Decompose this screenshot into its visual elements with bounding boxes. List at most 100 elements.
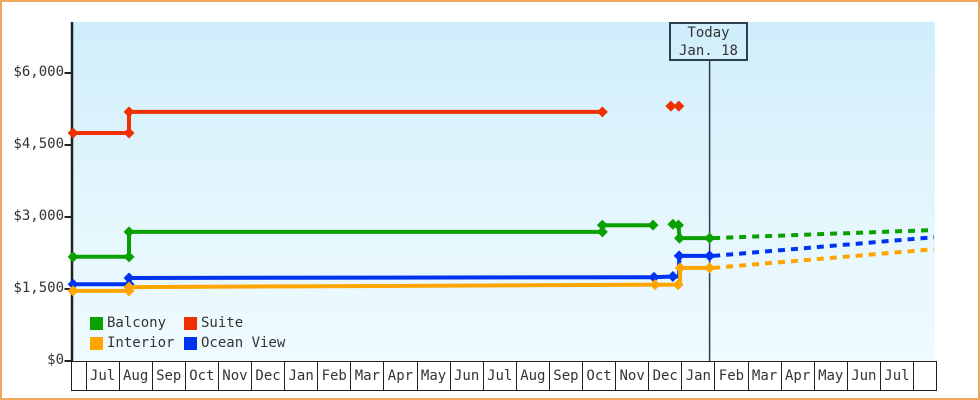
series-suite-marker <box>596 106 608 118</box>
series-balcony-line <box>73 223 653 259</box>
month-cell-0-jul: Jul <box>85 362 119 390</box>
series-balcony-marker <box>596 226 608 238</box>
y-axis-label: $3,000 <box>13 208 64 224</box>
month-label: Oct <box>189 368 215 384</box>
month-label: Mar <box>751 368 778 384</box>
month-label: Feb <box>321 368 347 384</box>
today-label: Today <box>687 24 730 41</box>
month-cell-pad <box>72 362 86 390</box>
month-axis: Jul Aug Sep Oct Nov Dec Jan Feb Mar Apr May Jun Jul A… <box>71 361 937 391</box>
month-cell-17-dec: Dec <box>648 362 681 390</box>
month-cell-1-aug: Aug <box>118 362 152 390</box>
month-label: Dec <box>652 368 678 384</box>
month-label: Jul <box>487 368 513 384</box>
today-date: Jan. 18 <box>678 42 738 59</box>
legend-label: Suite <box>201 315 244 331</box>
legend-swatch-ocean-view <box>184 336 197 350</box>
series-interior-marker <box>672 279 684 291</box>
legend-item-balcony: Balcony <box>90 315 184 331</box>
legend-row: Balcony Suite <box>90 313 285 333</box>
month-label: Apr <box>387 368 414 384</box>
y-axis-label: $0 <box>47 352 64 368</box>
month-cell-10-may: May <box>416 362 450 390</box>
month-label: Sep <box>553 368 579 384</box>
month-cell-11-jun: Jun <box>449 362 483 390</box>
month-cell-20-mar: Mar <box>747 362 781 390</box>
month-cell-19-feb: Feb <box>714 362 747 390</box>
series-balcony-marker <box>704 232 716 244</box>
month-cell-12-jul: Jul <box>482 362 516 390</box>
month-cell-18-jan: Jan <box>681 362 714 390</box>
month-label: Aug <box>520 368 546 384</box>
month-cell-23-jun: Jun <box>846 362 880 390</box>
series-balcony-marker <box>596 219 608 231</box>
series-interior-forecast-line <box>713 247 935 270</box>
series-interior-marker <box>67 285 79 297</box>
series-balcony-marker <box>123 226 135 238</box>
series-suite-marker <box>673 100 685 112</box>
month-label: Oct <box>586 368 612 384</box>
series-interior-marker <box>674 262 686 274</box>
series-suite-marker <box>123 106 135 118</box>
month-label: Jun <box>851 368 877 384</box>
month-label: Dec <box>255 368 281 384</box>
legend-row: Interior Ocean View <box>90 333 285 353</box>
month-cell-7-feb: Feb <box>317 362 350 390</box>
series-suite-marker <box>67 127 79 139</box>
month-cell-5-dec: Dec <box>251 362 284 390</box>
series-interior-marker <box>704 262 716 274</box>
month-cell-21-apr: Apr <box>780 362 814 390</box>
series-suite-marker <box>123 127 135 139</box>
month-label: Apr <box>784 368 811 384</box>
series-interior-marker <box>123 281 135 293</box>
series-interior-marker <box>649 279 661 291</box>
month-label: Nov <box>619 368 645 384</box>
month-cell-24-jul: Jul <box>879 362 913 390</box>
legend-swatch-interior <box>90 336 103 350</box>
month-cell-13-aug: Aug <box>515 362 549 390</box>
legend-item-interior: Interior <box>90 335 184 351</box>
month-cell-3-oct: Oct <box>184 362 218 390</box>
month-cell-15-oct: Oct <box>582 362 615 390</box>
series-balcony-marker <box>672 219 684 231</box>
series-ocean-view-marker <box>123 272 135 284</box>
series-ocean-view-marker <box>673 250 685 262</box>
month-label: Mar <box>354 368 380 384</box>
month-label: May <box>420 368 447 384</box>
month-cell-2-sep: Sep <box>151 362 185 390</box>
series-suite-line <box>73 109 603 135</box>
month-cell-4-nov: Nov <box>217 362 251 390</box>
y-axis-label: $1,500 <box>13 280 64 296</box>
month-label: Sep <box>156 368 182 384</box>
legend-label: Balcony <box>107 315 167 331</box>
y-axis-label: $4,500 <box>13 136 64 152</box>
month-cell-6-jan: Jan <box>284 362 317 390</box>
series-balcony-forecast-line <box>713 228 935 241</box>
y-axis-label: $6,000 <box>13 64 64 80</box>
month-label: Jun <box>453 368 480 384</box>
series-balcony-marker <box>123 251 135 263</box>
month-cell-9-apr: Apr <box>383 362 416 390</box>
month-cell-16-nov: Nov <box>615 362 648 390</box>
today-box: Today Jan. 18 <box>669 22 748 61</box>
month-label: Nov <box>222 368 248 384</box>
month-label: Jul <box>89 368 116 384</box>
month-label: Jan <box>288 368 314 384</box>
series-suite-marker <box>665 100 677 112</box>
month-cell-pad <box>913 362 935 390</box>
series-ocean-view-marker <box>667 271 679 283</box>
month-cell-8-mar: Mar <box>350 362 383 390</box>
legend-swatch-suite <box>184 316 197 330</box>
month-label: May <box>818 368 844 384</box>
legend-swatch-balcony <box>90 316 103 330</box>
legend-item-ocean-view: Ocean View <box>184 335 285 351</box>
month-cell-22-may: May <box>813 362 847 390</box>
month-label: Jul <box>884 368 910 384</box>
month-cell-14-sep: Sep <box>548 362 582 390</box>
plot-area <box>73 22 935 361</box>
legend-item-suite: Suite <box>184 315 243 331</box>
legend: Balcony Suite Interior Ocean View <box>90 313 285 353</box>
series-ocean-view-forecast-line <box>713 235 935 258</box>
series-balcony-marker <box>67 251 79 263</box>
